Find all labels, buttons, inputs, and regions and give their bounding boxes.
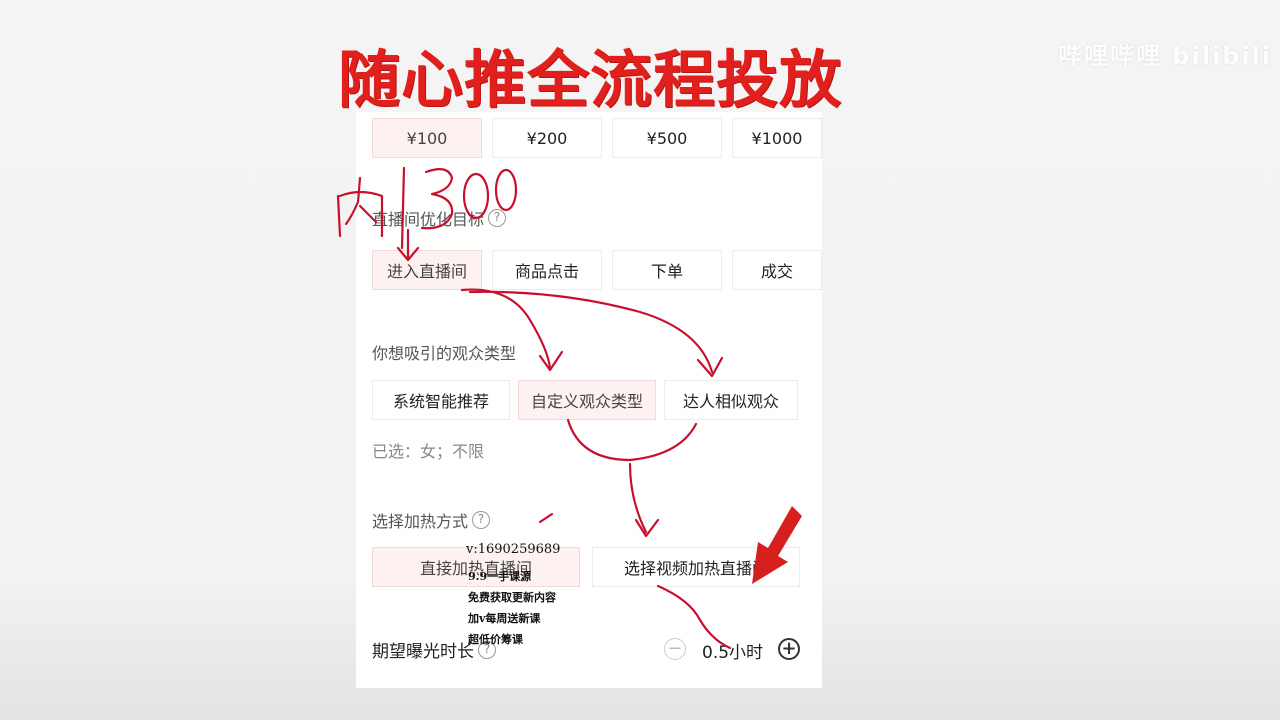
audience-selected: 已选：女；不限 (372, 442, 485, 461)
decrease-button[interactable]: − (664, 638, 686, 660)
budget-option-1000[interactable]: ¥1000 (732, 118, 822, 158)
video-title: 随心推全流程投放 (338, 43, 843, 116)
goal-product-click[interactable]: 商品点击 (492, 250, 602, 290)
audience-label: 你想吸引的观众类型 (372, 344, 517, 363)
promo-contact: v:1690259689 (466, 542, 561, 557)
audience-similar[interactable]: 达人相似观众 (664, 380, 798, 420)
help-icon[interactable]: ? (488, 209, 507, 227)
handwritten-note (336, 166, 518, 250)
budget-option-100[interactable]: ¥100 (372, 118, 482, 158)
optimize-goal-text: 直播间优化目标 (372, 210, 485, 229)
promo-line-2: 免费获取更新内容 (468, 591, 556, 604)
duration-text: 期望曝光时长 (372, 642, 474, 662)
duration-value: 0.5小时 (702, 643, 764, 663)
promo-line-3: 加v每周送新课 (468, 612, 541, 625)
heat-method-text: 选择加热方式 (372, 512, 469, 531)
audience-custom[interactable]: 自定义观众类型 (518, 380, 656, 420)
duration-label: 期望曝光时长 ? (372, 637, 496, 662)
heat-direct[interactable]: 直接加热直播间 (372, 547, 580, 587)
red-arrow-icon (752, 506, 802, 584)
budget-option-500[interactable]: ¥500 (612, 118, 722, 158)
increase-button[interactable]: + (778, 638, 800, 660)
audience-smart[interactable]: 系统智能推荐 (372, 380, 510, 420)
help-icon[interactable]: ? (478, 640, 496, 659)
heat-method-label: 选择加热方式 ? (372, 508, 491, 532)
promo-line-1: 9.9一手课源 (468, 570, 532, 583)
goal-order[interactable]: 下单 (612, 250, 722, 290)
goal-enter-room[interactable]: 进入直播间 (372, 250, 482, 290)
optimize-goal-label: 直播间优化目标 ? (372, 206, 507, 230)
budget-option-200[interactable]: ¥200 (492, 118, 602, 158)
promo-line-4: 超低价筹课 (468, 633, 523, 646)
help-icon[interactable]: ? (472, 511, 491, 529)
goal-deal[interactable]: 成交 (732, 250, 822, 290)
bilibili-watermark: 哔哩哔哩 bilibili (1058, 42, 1273, 70)
